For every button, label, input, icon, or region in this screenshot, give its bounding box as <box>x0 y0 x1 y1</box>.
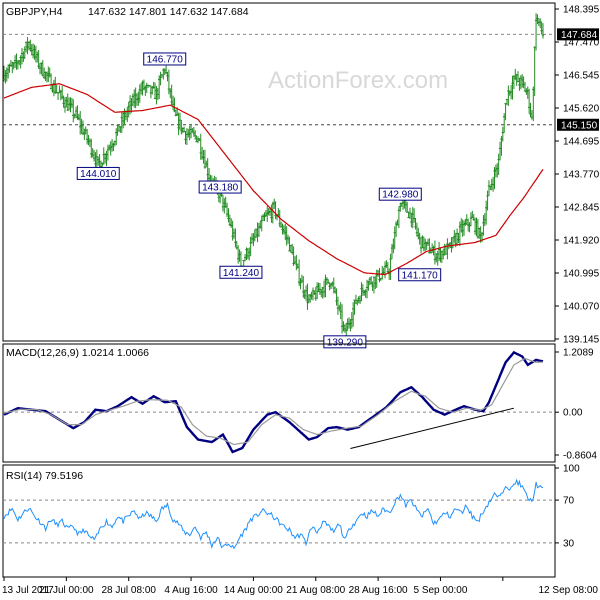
price-tick-label: 145.620 <box>563 104 600 115</box>
chart-symbol: GBPJPY,H4 <box>6 6 63 18</box>
rsi-axis: 100 70 30 <box>555 464 580 549</box>
macd-main-line <box>3 350 544 454</box>
price-label-box <box>378 187 422 201</box>
rsi-layer <box>3 478 555 550</box>
level-label: 145.150 <box>561 120 598 131</box>
rsi-pane-frame <box>2 464 556 578</box>
time-tick-label: 4 Aug 16:00 <box>164 585 218 596</box>
price-tick-label: 141.920 <box>563 236 600 247</box>
price-tick-label: 140.070 <box>563 302 600 313</box>
time-tick-label: 21 Jul 00:00 <box>39 585 94 596</box>
price-tick-label: 147.470 <box>563 38 600 49</box>
price-label: 143.180 <box>202 183 239 194</box>
price-label: 139.290 <box>327 337 364 348</box>
price-label-box <box>198 180 242 194</box>
macd-trendline <box>350 407 515 449</box>
rsi-title: RSI(14) 79.5196 <box>6 470 83 482</box>
price-label: 141.240 <box>223 268 260 279</box>
time-tick-label: 28 Aug 16:00 <box>349 585 408 596</box>
macd-tick-label: 0.00 <box>563 408 583 419</box>
macd-pane-frame <box>2 343 556 463</box>
current-price-label: 147.684 <box>561 30 598 41</box>
price-layer: 146.770 144.010 143.180 141.240 139.290 142.9… <box>2 13 555 349</box>
time-tick-label: 14 Aug 00:00 <box>224 585 283 596</box>
time-tick-label: 21 Aug 08:00 <box>286 585 345 596</box>
price-label: 146.770 <box>147 54 184 65</box>
price-tick-label: 139.145 <box>563 335 600 346</box>
price-label: 141.170 <box>402 270 439 281</box>
time-tick-label: 12 Sep 08:00 <box>539 585 599 596</box>
price-tick-label: 142.845 <box>563 203 600 214</box>
macd-tick-label: 1.2089 <box>563 348 594 359</box>
price-label: 142.980 <box>382 190 419 201</box>
price-label-box <box>398 268 442 282</box>
price-tick-label: 146.545 <box>563 71 600 82</box>
time-tick-label: 5 Sep 00:00 <box>413 585 467 596</box>
rsi-line <box>3 478 544 550</box>
price-tick-label: 144.695 <box>563 137 600 148</box>
macd-title: MACD(12,26,9) 1.0214 1.0066 <box>6 347 149 359</box>
rsi-tick-label: 30 <box>563 538 575 549</box>
macd-tick-label: -0.8604 <box>563 451 597 462</box>
rsi-tick-label: 100 <box>563 464 580 475</box>
price-pane-frame <box>2 2 556 342</box>
price-label-box <box>76 166 120 180</box>
watermark: ActionForex.com <box>268 67 448 94</box>
moving-average-line <box>3 83 544 276</box>
chart-ohlc: 147.632 147.801 147.632 147.684 <box>88 6 249 18</box>
rsi-tick-label: 70 <box>563 496 575 507</box>
time-tick-label: 28 Jul 08:00 <box>101 585 156 596</box>
price-label-box <box>323 335 367 349</box>
macd-layer <box>3 350 555 454</box>
price-label-box <box>143 52 187 66</box>
current-price-label-box <box>557 28 599 41</box>
price-axis: 148.395 147.470 146.545 145.620 144.695 143.7… <box>555 5 600 346</box>
price-label-box <box>219 265 263 279</box>
price-tick-label: 148.395 <box>563 5 600 16</box>
level-label-box <box>557 118 599 131</box>
macd-signal-line <box>3 357 543 446</box>
price-label: 144.010 <box>80 169 117 180</box>
time-tick-label: 13 Jul 2017 <box>2 585 54 596</box>
price-tick-label: 143.770 <box>563 170 600 181</box>
macd-axis: 1.2089 0.00 -0.8604 <box>555 348 597 462</box>
price-tick-label: 140.995 <box>563 269 600 280</box>
